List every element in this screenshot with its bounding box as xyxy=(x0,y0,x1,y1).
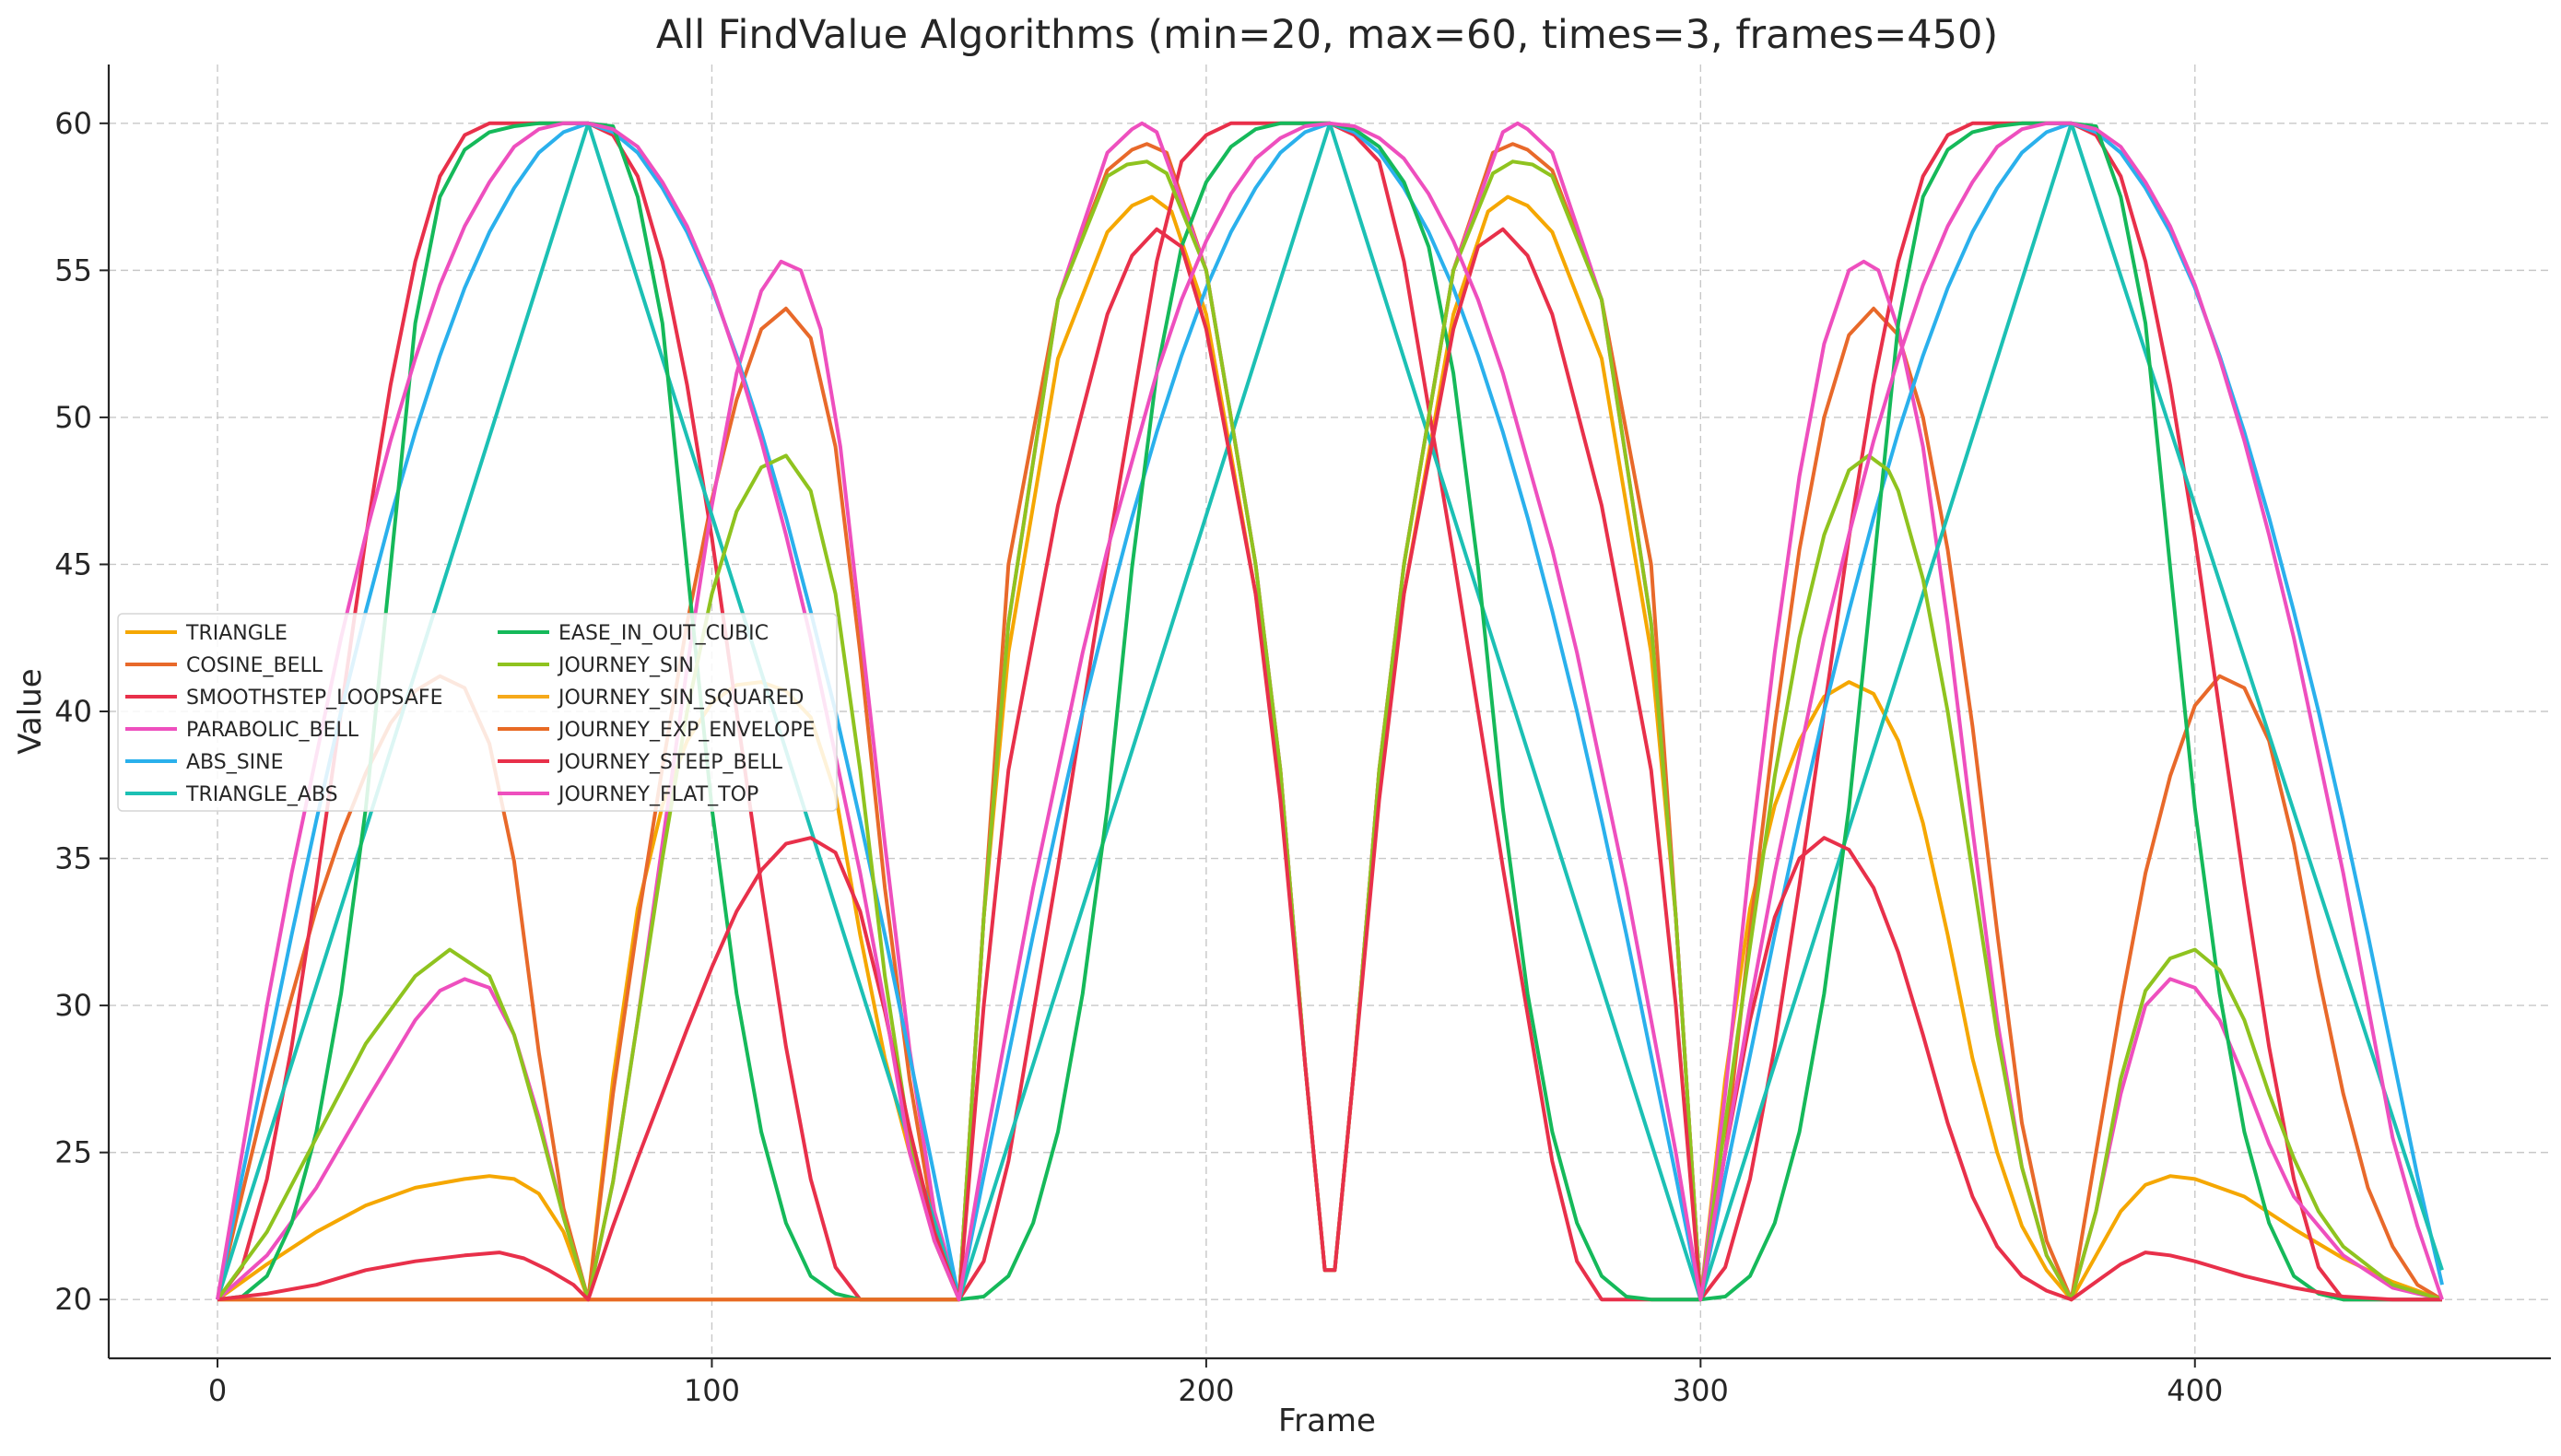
x-tick-label: 400 xyxy=(2167,1373,2223,1408)
chart-title: All FindValue Algorithms (min=20, max=60… xyxy=(656,12,1998,58)
series-layer xyxy=(216,121,2444,1302)
y-tick-label: 30 xyxy=(54,988,92,1023)
y-tick-label: 50 xyxy=(54,400,92,435)
legend-entry-label: TRIANGLE_ABS xyxy=(185,783,338,806)
legend-frame xyxy=(117,613,838,812)
legend-entry-label: TRIANGLE xyxy=(185,622,288,645)
x-tick-label: 300 xyxy=(1673,1373,1729,1408)
y-axis-label: Value xyxy=(12,668,49,754)
y-tick-label: 20 xyxy=(54,1282,92,1317)
series-line-journey-steep-bell xyxy=(217,227,2442,1302)
ticks: 0 100 200 300 400 20 25 30 35 40 45 50 55 60 xyxy=(54,106,2223,1408)
legend-entry-label: JOURNEY_SIN_SQUARED xyxy=(557,687,804,710)
legend-entry-label: SMOOTHSTEP_LOOPSAFE xyxy=(186,687,442,710)
legend-entry-label: PARABOLIC_BELL xyxy=(186,719,359,742)
legend-entry-label: COSINE_BELL xyxy=(186,654,323,677)
y-tick-label: 40 xyxy=(54,694,92,729)
legend-entry-label: JOURNEY_FLAT_TOP xyxy=(557,783,758,806)
x-tick-label: 0 xyxy=(208,1373,227,1408)
y-tick-label: 35 xyxy=(54,841,92,876)
legend-entry-label: JOURNEY_EXP_ENVELOPE xyxy=(557,719,816,742)
series-line-journey-flat-top xyxy=(216,121,2444,1302)
legend-entry-label: EASE_IN_OUT_CUBIC xyxy=(558,622,769,645)
legend: TRIANGLE COSINE_BELL SMOOTHSTEP_LOOPSAFE PA… xyxy=(117,613,838,812)
x-tick-label: 100 xyxy=(684,1373,740,1408)
x-tick-label: 200 xyxy=(1178,1373,1234,1408)
y-tick-label: 25 xyxy=(54,1135,92,1170)
legend-entry-label: ABS_SINE xyxy=(186,751,284,774)
legend-entry-label: JOURNEY_STEEP_BELL xyxy=(557,751,783,774)
y-tick-label: 45 xyxy=(54,546,92,581)
y-tick-label: 55 xyxy=(54,252,92,288)
legend-entry-label: JOURNEY_SIN xyxy=(557,654,694,677)
x-axis-label: Frame xyxy=(1278,1403,1376,1439)
y-tick-label: 60 xyxy=(54,106,92,141)
